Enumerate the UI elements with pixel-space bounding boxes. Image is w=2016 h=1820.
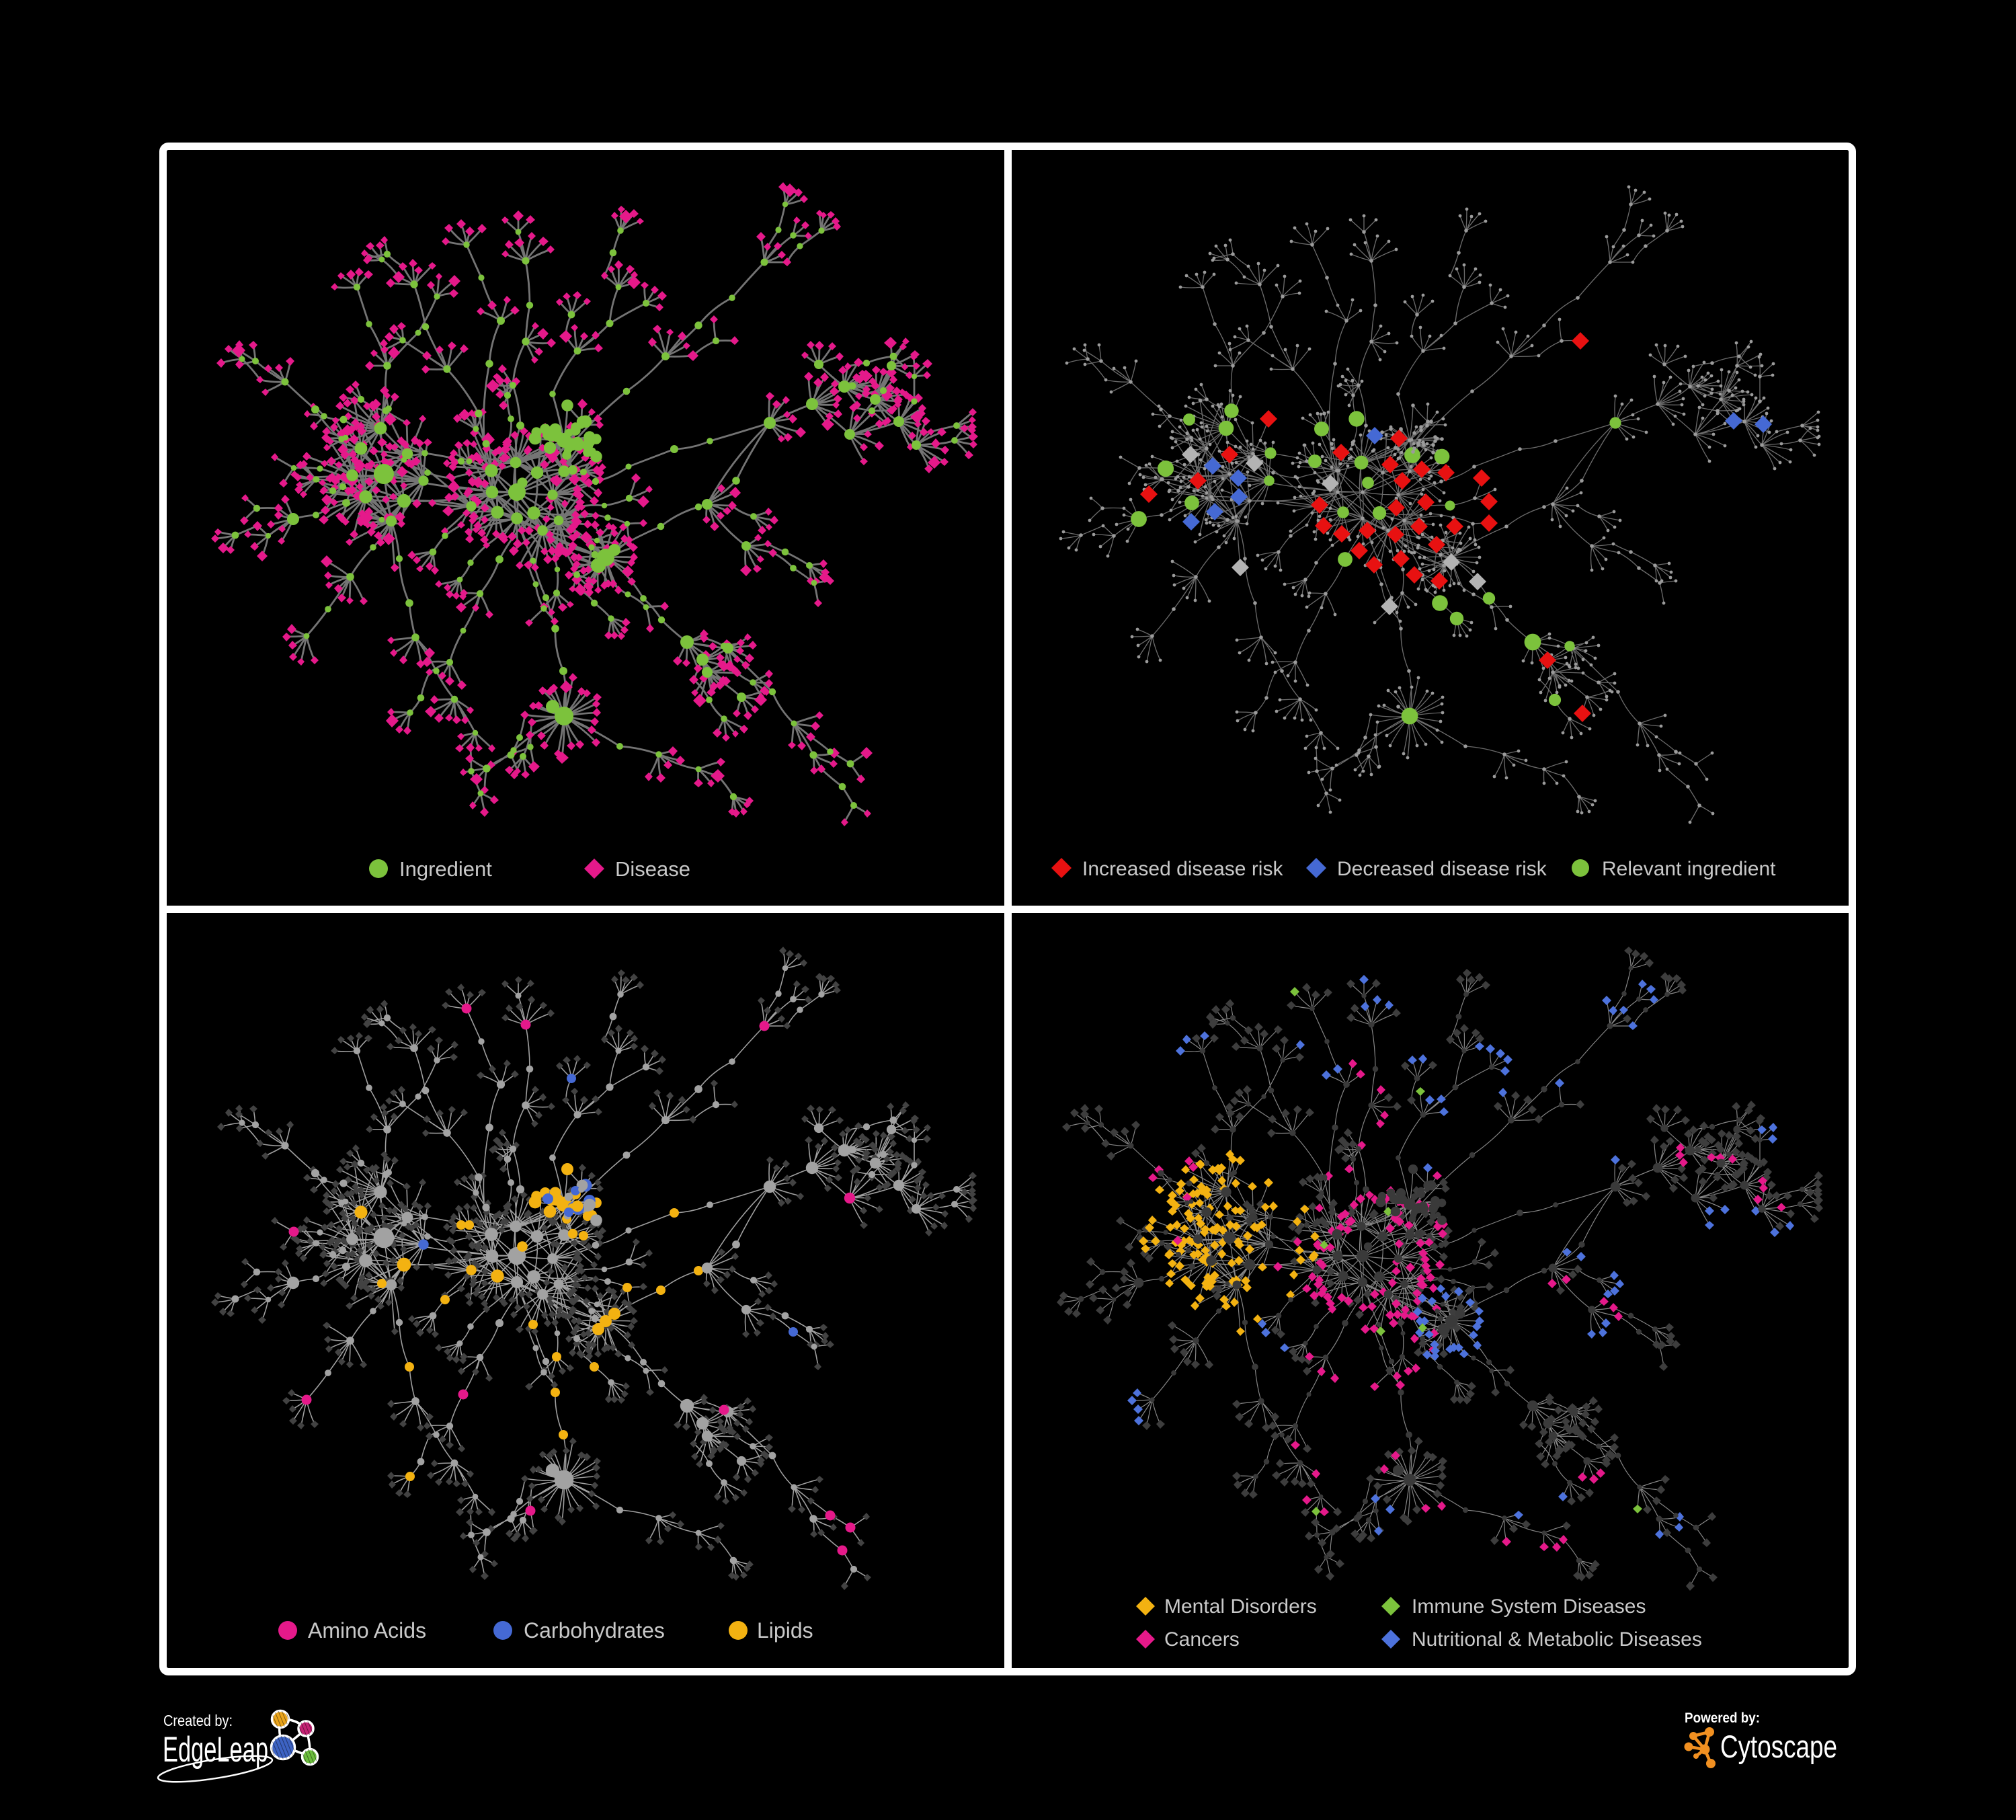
svg-text:Mental Disorders: Mental Disorders <box>1164 1595 1317 1618</box>
svg-text:EdgeLeap: EdgeLeap <box>163 1730 268 1770</box>
svg-text:Lipids: Lipids <box>757 1618 813 1643</box>
svg-text:Nutritional & Metabolic Diseas: Nutritional & Metabolic Diseases <box>1412 1628 1702 1651</box>
svg-text:Cytoscape: Cytoscape <box>1720 1729 1837 1764</box>
svg-text:Carbohydrates: Carbohydrates <box>524 1618 665 1643</box>
svg-text:Increased disease risk: Increased disease risk <box>1082 858 1283 880</box>
svg-text:Created by:: Created by: <box>163 1712 233 1729</box>
svg-text:Relevant ingredient: Relevant ingredient <box>1602 858 1776 880</box>
svg-text:Powered by:: Powered by: <box>1685 1710 1760 1726</box>
svg-text:Ingredient: Ingredient <box>399 857 492 881</box>
svg-text:Decreased disease risk: Decreased disease risk <box>1337 858 1547 880</box>
svg-text:Cancers: Cancers <box>1164 1628 1240 1651</box>
svg-text:Amino Acids: Amino Acids <box>308 1618 426 1643</box>
svg-text:Disease: Disease <box>615 857 690 881</box>
svg-text:Immune System Diseases: Immune System Diseases <box>1412 1595 1646 1618</box>
